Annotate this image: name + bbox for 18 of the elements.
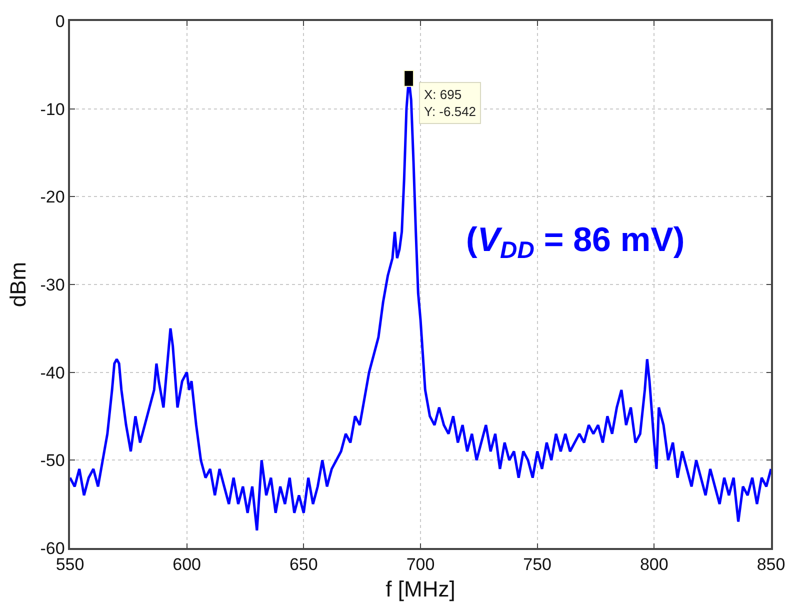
annotation: X: 695 Y: -6.542 bbox=[424, 87, 476, 119]
annotation: (V$_{DD}$ = 86 mV) bbox=[466, 221, 685, 264]
y-tick-label: -50 bbox=[40, 451, 65, 470]
x-tick-label: 850 bbox=[756, 555, 786, 574]
y-tick-label: -40 bbox=[40, 363, 65, 382]
x-tick-label: 650 bbox=[289, 555, 318, 574]
x-tick-label: 700 bbox=[406, 555, 435, 574]
x-tick-label: 550 bbox=[56, 555, 84, 574]
x-tick-label: 750 bbox=[523, 555, 552, 574]
y-tick-label: -60 bbox=[40, 538, 65, 558]
y-tick-label: -30 bbox=[40, 275, 65, 294]
y-axis-title: dBm bbox=[6, 262, 31, 308]
x-axis-title: f [MHz] bbox=[386, 576, 456, 602]
y-tick-label: 0 bbox=[55, 12, 65, 31]
x-tick-label: 800 bbox=[640, 555, 668, 574]
y-tick-label: -20 bbox=[40, 188, 65, 207]
y-tick-label: -10 bbox=[40, 100, 65, 119]
x-tick-label: 600 bbox=[172, 555, 202, 574]
